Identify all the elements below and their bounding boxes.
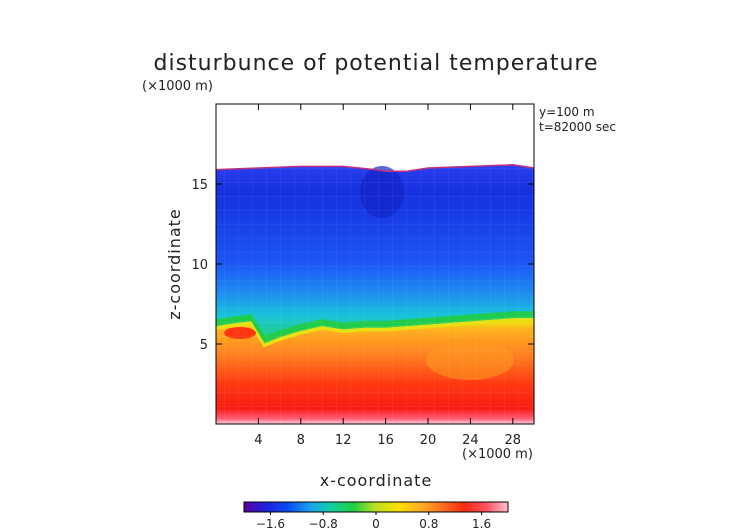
chart-title: disturbunce of potential temperature — [154, 51, 599, 76]
x-tick-label: 8 — [297, 433, 305, 448]
plot-area — [216, 104, 534, 424]
annotation-time: t=82000 sec — [539, 120, 616, 134]
x-axis-label: x-coordinate — [320, 471, 433, 490]
colorbar: −1.6 −0.8 0 0.8 1.6 — [243, 501, 509, 531]
tropopause-line — [216, 164, 534, 172]
colorbar-gradient — [243, 501, 509, 513]
y-axis: 5 10 15 — [191, 178, 534, 353]
x-tick-label: 16 — [377, 433, 394, 448]
x-tick-label: 4 — [254, 433, 262, 448]
y-tick-label: 10 — [191, 258, 208, 273]
grid-overlay — [216, 104, 534, 424]
annotation-y-value: y=100 m — [539, 105, 595, 119]
colorbar-tick-label: 0.8 — [419, 517, 438, 531]
y-tick-label: 15 — [191, 178, 208, 193]
x-tick-label: 28 — [505, 433, 522, 448]
x-axis: 4 8 12 16 20 24 28 — [254, 104, 521, 448]
colorbar-tick-label: 0 — [372, 517, 380, 531]
y-axis-label: z-coordinate — [165, 208, 184, 320]
x-tick-label: 20 — [420, 433, 437, 448]
y-unit-label: (×1000 m) — [142, 79, 213, 94]
x-unit-label: (×1000 m) — [462, 447, 533, 462]
colorbar-tick-label: 1.6 — [472, 517, 491, 531]
colorbar-tick-label: −1.6 — [256, 517, 285, 531]
x-tick-label: 24 — [462, 433, 479, 448]
y-tick-label: 5 — [200, 338, 208, 353]
colorbar-tick-label: −0.8 — [309, 517, 338, 531]
x-tick-label: 12 — [335, 433, 352, 448]
